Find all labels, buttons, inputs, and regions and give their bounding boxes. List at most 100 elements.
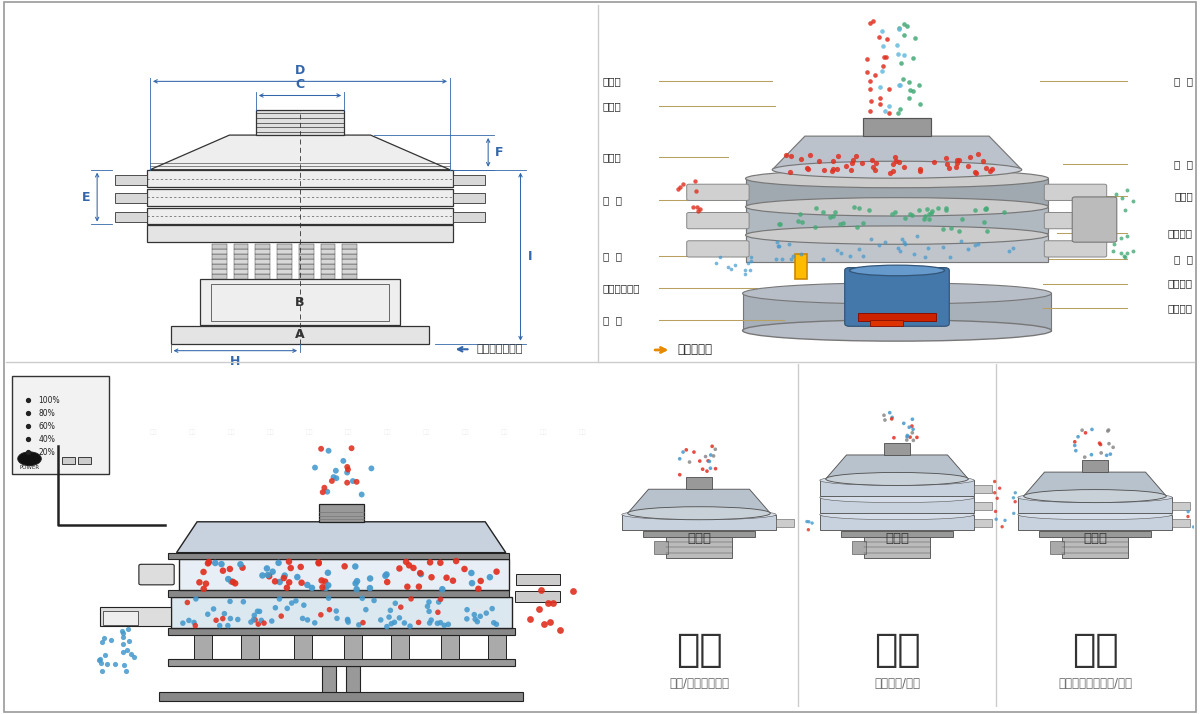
Point xyxy=(770,218,790,230)
FancyBboxPatch shape xyxy=(256,263,270,268)
FancyBboxPatch shape xyxy=(622,515,776,531)
FancyBboxPatch shape xyxy=(743,293,1051,331)
Text: 三层式: 三层式 xyxy=(886,533,910,545)
Point xyxy=(857,53,876,64)
Point xyxy=(887,156,906,167)
Point xyxy=(234,596,253,608)
Point xyxy=(95,650,114,661)
FancyBboxPatch shape xyxy=(870,321,902,326)
Point xyxy=(252,615,271,626)
Point xyxy=(382,618,401,630)
Point xyxy=(980,166,1000,177)
Point xyxy=(1066,440,1085,451)
Point xyxy=(898,431,917,443)
Point xyxy=(1106,188,1126,200)
FancyBboxPatch shape xyxy=(299,273,313,278)
Text: 出料口: 出料口 xyxy=(602,152,622,162)
Point xyxy=(1100,448,1120,460)
Point xyxy=(882,413,901,425)
Point xyxy=(977,203,996,215)
Point xyxy=(685,175,704,186)
Point xyxy=(869,239,888,251)
Point xyxy=(390,612,409,623)
Text: A: A xyxy=(295,328,305,341)
Point xyxy=(904,52,923,64)
Point xyxy=(194,583,214,595)
Point xyxy=(814,206,833,218)
Point xyxy=(844,155,863,166)
Point xyxy=(349,619,368,630)
FancyBboxPatch shape xyxy=(299,258,313,263)
Point xyxy=(371,614,390,625)
Point xyxy=(769,241,788,252)
Ellipse shape xyxy=(1024,490,1166,503)
FancyBboxPatch shape xyxy=(654,540,667,554)
Polygon shape xyxy=(150,135,450,170)
Point xyxy=(532,585,551,596)
Point xyxy=(244,614,263,625)
Point xyxy=(362,463,382,474)
Point xyxy=(958,243,977,255)
Text: 结构示意图: 结构示意图 xyxy=(677,343,713,356)
FancyBboxPatch shape xyxy=(1018,515,1172,531)
Point xyxy=(904,85,923,96)
Point xyxy=(457,613,476,625)
Text: POWER: POWER xyxy=(19,465,40,470)
FancyBboxPatch shape xyxy=(115,175,148,184)
Ellipse shape xyxy=(628,507,770,520)
FancyBboxPatch shape xyxy=(320,263,335,268)
FancyBboxPatch shape xyxy=(320,273,335,278)
Ellipse shape xyxy=(1018,493,1172,503)
FancyBboxPatch shape xyxy=(858,313,936,321)
Point xyxy=(197,578,216,589)
FancyBboxPatch shape xyxy=(452,212,485,221)
Point xyxy=(700,456,719,467)
Point xyxy=(1117,230,1136,241)
Point xyxy=(396,556,415,568)
Point xyxy=(379,611,398,623)
Point xyxy=(113,627,132,638)
FancyBboxPatch shape xyxy=(320,249,335,254)
Point xyxy=(826,206,845,217)
Point xyxy=(864,16,883,27)
Point xyxy=(776,149,796,161)
FancyBboxPatch shape xyxy=(256,273,270,278)
Point xyxy=(916,210,935,221)
Point xyxy=(797,516,816,527)
FancyBboxPatch shape xyxy=(234,273,248,278)
Point xyxy=(860,106,880,117)
FancyBboxPatch shape xyxy=(277,249,292,254)
FancyBboxPatch shape xyxy=(103,611,138,625)
Point xyxy=(781,253,800,264)
Point xyxy=(118,645,137,656)
Text: 粒度: 粒度 xyxy=(462,430,469,436)
Point xyxy=(271,610,290,622)
Point xyxy=(904,248,923,259)
Point xyxy=(215,608,234,619)
Point xyxy=(282,598,301,609)
Point xyxy=(306,462,325,473)
Point xyxy=(326,473,346,484)
Point xyxy=(484,617,503,628)
Point xyxy=(680,456,700,468)
Point xyxy=(313,582,332,593)
Point xyxy=(900,431,919,443)
Point xyxy=(277,603,296,614)
Point xyxy=(462,567,481,578)
Point xyxy=(947,161,966,173)
Point xyxy=(245,610,264,621)
Point xyxy=(353,593,372,604)
Point xyxy=(937,202,956,213)
Point xyxy=(973,155,992,166)
Point xyxy=(194,566,214,578)
FancyBboxPatch shape xyxy=(234,258,248,263)
Point xyxy=(395,618,414,629)
Text: 机  座: 机 座 xyxy=(602,315,622,325)
Point xyxy=(900,208,919,220)
Ellipse shape xyxy=(820,493,974,503)
Point xyxy=(439,618,458,630)
Point xyxy=(894,161,913,173)
FancyBboxPatch shape xyxy=(170,597,511,628)
Text: I: I xyxy=(528,250,532,263)
Point xyxy=(865,69,884,80)
